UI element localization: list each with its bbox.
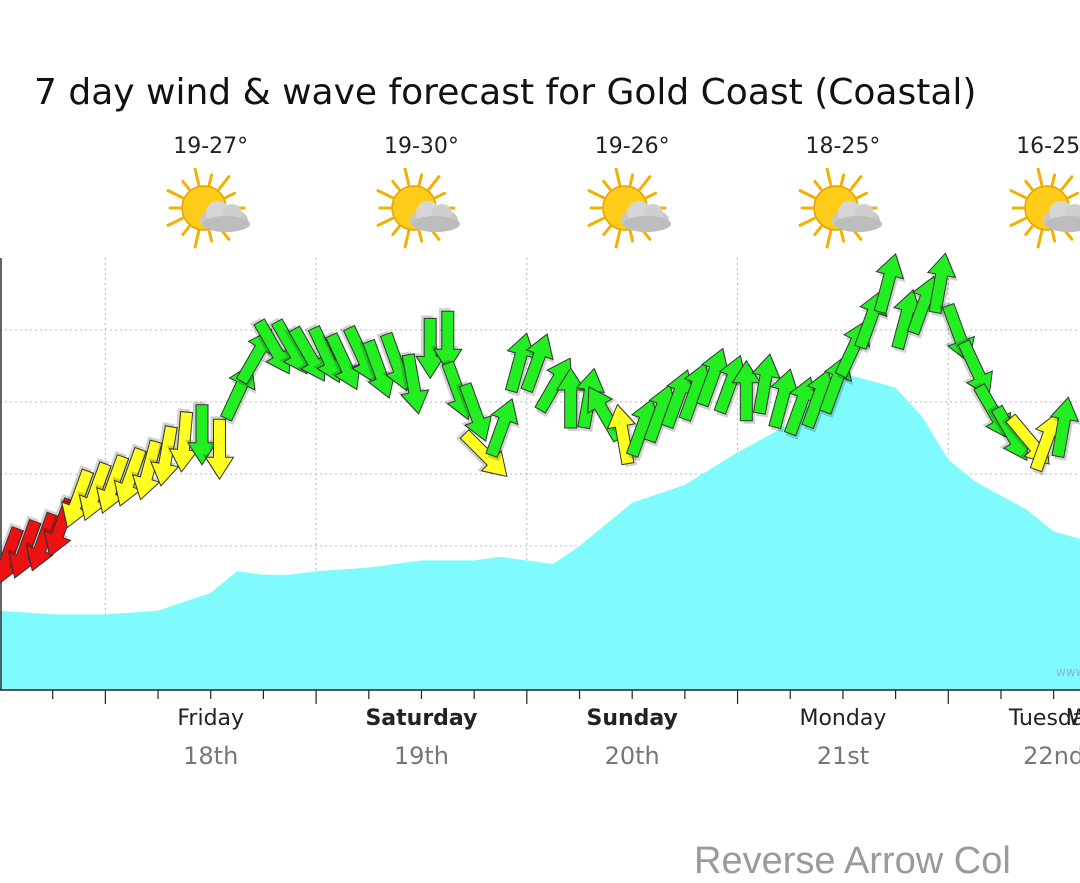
wind-arrow-shape <box>485 397 519 458</box>
sun-cloud-icon <box>1009 168 1080 249</box>
temperature-range: 18-25° <box>805 134 881 159</box>
wind-arrow <box>202 416 235 481</box>
temperature-range: 16-25° <box>1016 134 1080 159</box>
wind-arrow <box>520 333 555 397</box>
day-name-label: Sunday <box>586 706 678 731</box>
day-label-cut: W <box>1068 706 1080 731</box>
day-name-label: Saturday <box>365 706 478 731</box>
wind-arrow-shape <box>459 429 508 478</box>
wind-arrow-shape <box>751 353 781 415</box>
wind-arrow <box>485 397 520 462</box>
wave-height-area <box>0 373 1080 690</box>
wind-arrow <box>751 353 783 418</box>
wind-arrow <box>376 330 414 392</box>
wind-wave-chart: www <box>0 252 1080 704</box>
sun-cloud-icon <box>376 168 461 249</box>
wind-arrow-shape <box>957 339 993 398</box>
day-date-label: 20th <box>604 742 660 770</box>
wind-arrow <box>783 376 819 440</box>
day-name-label: Tuesday <box>1008 706 1080 731</box>
wind-arrow-shape <box>926 252 957 315</box>
wind-arrow <box>1049 396 1080 461</box>
wind-arrow-shape <box>400 353 430 415</box>
day-date-label: 18th <box>183 742 239 770</box>
wind-arrow-shape <box>1049 396 1080 459</box>
wind-arrow <box>926 252 958 317</box>
day-name-label: Monday <box>799 706 887 731</box>
day-date-label: 22nd <box>1023 742 1080 770</box>
wind-arrow <box>954 338 993 398</box>
temperature-range: 19-27° <box>173 134 249 159</box>
wind-arrow-shape <box>150 425 180 487</box>
temperature-range: 19-26° <box>594 134 670 159</box>
wind-arrow <box>456 429 508 478</box>
wind-arrow <box>359 337 396 399</box>
wind-arrow-shape <box>458 382 493 443</box>
footer-caption: Reverse Arrow Col <box>694 840 1011 882</box>
day-date-label: 21st <box>816 742 870 770</box>
wind-arrow <box>130 436 163 501</box>
wind-arrow-shape <box>555 367 586 429</box>
wind-arrow <box>455 380 493 443</box>
wind-arrow-shape <box>131 439 163 501</box>
wind-arrow <box>504 332 537 397</box>
day-name-label: Friday <box>177 706 245 731</box>
sun-cloud-icon <box>166 168 250 249</box>
wind-arrow <box>660 369 696 433</box>
watermark-text: www <box>1056 665 1080 679</box>
sun-cloud-icon <box>587 168 672 249</box>
wind-arrow <box>166 408 199 473</box>
wind-arrow <box>696 347 731 411</box>
chart-title: 7 day wind & wave forecast for Gold Coas… <box>34 72 977 113</box>
sun-cloud-icon <box>798 168 882 249</box>
wind-arrow <box>397 351 430 415</box>
wind-arrow <box>768 368 801 433</box>
wind-arrow-shape <box>432 310 463 373</box>
wind-arrow <box>430 308 463 373</box>
wind-arrow-shape <box>204 418 235 481</box>
wind-arrow-shape <box>873 253 905 315</box>
day-date-label: 19th <box>393 742 450 770</box>
wind-arrow <box>873 253 906 318</box>
wind-arrow <box>148 422 180 487</box>
temperature-range: 19-30° <box>383 134 459 159</box>
wind-arrow-shape <box>520 333 554 394</box>
